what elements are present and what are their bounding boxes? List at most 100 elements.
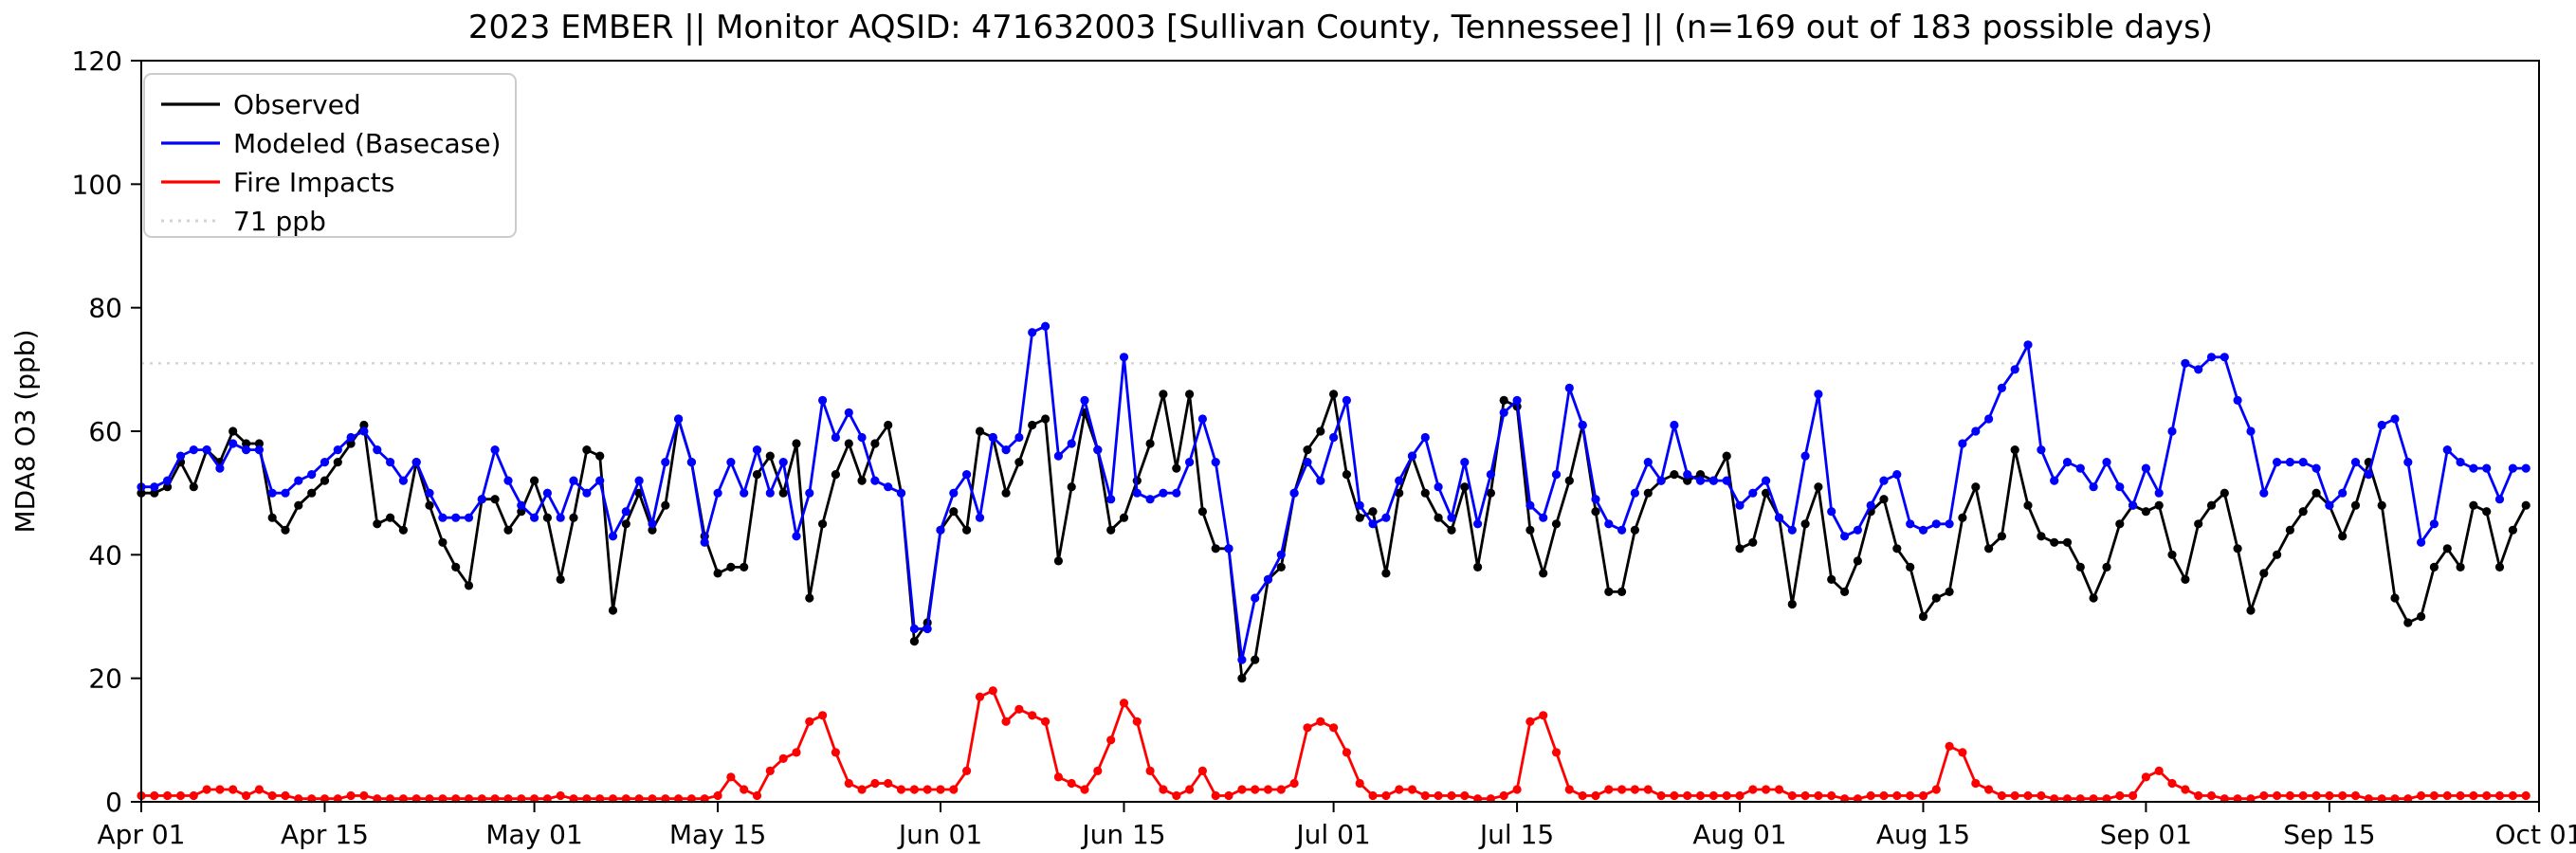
- data-point-fire-impacts: [1708, 790, 1718, 801]
- data-point-modeled-basecase: [1159, 488, 1168, 498]
- data-point-modeled-basecase: [1670, 420, 1679, 430]
- data-point-observed: [438, 537, 448, 547]
- data-point-observed: [294, 500, 303, 510]
- data-point-fire-impacts: [2259, 790, 2269, 801]
- data-point-observed: [2417, 611, 2426, 622]
- data-point-fire-impacts: [1132, 717, 1142, 726]
- series-layer: [137, 321, 2530, 804]
- data-point-fire-impacts: [1067, 778, 1076, 789]
- x-tick-label: Jun 15: [1080, 819, 1165, 850]
- data-point-modeled-basecase: [1447, 513, 1456, 522]
- data-point-fire-impacts: [1197, 766, 1207, 776]
- data-point-observed: [1539, 569, 1548, 578]
- data-point-observed: [1368, 507, 1378, 517]
- data-point-observed: [1172, 463, 1181, 473]
- legend-label-fire: Fire Impacts: [233, 167, 394, 198]
- data-point-fire-impacts: [1670, 790, 1679, 801]
- data-point-modeled-basecase: [1197, 414, 1207, 424]
- data-point-modeled-basecase: [2259, 488, 2269, 498]
- data-point-fire-impacts: [1041, 717, 1050, 726]
- data-point-observed: [2037, 532, 2046, 541]
- data-point-fire-impacts: [1434, 790, 1443, 801]
- data-point-observed: [503, 525, 513, 535]
- data-point-observed: [1918, 611, 1928, 622]
- x-tick-label: Aug 01: [1692, 819, 1786, 850]
- data-point-observed: [870, 439, 880, 448]
- data-point-modeled-basecase: [2075, 463, 2085, 473]
- data-point-observed: [884, 420, 893, 430]
- data-point-observed: [398, 525, 408, 535]
- data-point-modeled-basecase: [425, 488, 434, 498]
- data-point-observed: [1564, 476, 1574, 485]
- data-point-fire-impacts: [1172, 790, 1181, 801]
- data-point-observed: [2089, 593, 2098, 603]
- data-point-modeled-basecase: [2508, 463, 2517, 473]
- data-point-observed: [661, 500, 670, 510]
- data-point-observed: [1827, 574, 1836, 585]
- data-point-fire-impacts: [1748, 785, 1758, 794]
- data-point-modeled-basecase: [2037, 445, 2046, 455]
- data-point-modeled-basecase: [1512, 395, 1522, 405]
- data-point-fire-impacts: [805, 717, 814, 726]
- data-point-modeled-basecase: [333, 445, 342, 455]
- data-point-observed: [530, 476, 539, 485]
- data-point-fire-impacts: [2417, 790, 2426, 801]
- data-point-modeled-basecase: [1800, 451, 1810, 461]
- data-point-modeled-basecase: [2377, 420, 2386, 430]
- data-point-modeled-basecase: [1263, 574, 1273, 585]
- data-point-modeled-basecase: [1617, 525, 1627, 535]
- data-point-observed: [1159, 390, 1168, 399]
- data-point-modeled-basecase: [1251, 593, 1260, 603]
- data-point-modeled-basecase: [1119, 353, 1129, 362]
- data-point-observed: [1251, 655, 1260, 664]
- data-point-observed: [1342, 470, 1351, 480]
- data-point-observed: [2141, 507, 2150, 517]
- data-point-fire-impacts: [962, 766, 972, 776]
- data-point-fire-impacts: [2285, 790, 2294, 801]
- data-point-modeled-basecase: [542, 488, 553, 498]
- data-point-fire-impacts: [2128, 790, 2138, 801]
- data-point-fire-impacts: [1093, 766, 1103, 776]
- data-point-modeled-basecase: [2298, 458, 2308, 467]
- data-point-fire-impacts: [1159, 785, 1168, 794]
- data-point-modeled-basecase: [1224, 544, 1233, 554]
- data-point-modeled-basecase: [923, 624, 932, 634]
- y-axis-label: MDA8 O3 (ppb): [9, 329, 41, 533]
- data-point-fire-impacts: [740, 785, 749, 794]
- data-point-observed: [2298, 507, 2308, 517]
- data-point-modeled-basecase: [1132, 488, 1142, 498]
- data-point-fire-impacts: [988, 686, 997, 696]
- data-point-modeled-basecase: [1289, 488, 1299, 498]
- data-point-modeled-basecase: [1172, 488, 1181, 498]
- data-point-modeled-basecase: [909, 624, 920, 634]
- data-point-fire-impacts: [1526, 717, 1535, 726]
- data-point-modeled-basecase: [1604, 519, 1614, 529]
- data-point-modeled-basecase: [713, 488, 722, 498]
- data-point-fire-impacts: [909, 785, 920, 794]
- data-point-fire-impacts: [2469, 790, 2478, 801]
- data-point-modeled-basecase: [2285, 458, 2294, 467]
- data-point-modeled-basecase: [242, 445, 251, 455]
- data-point-observed: [1879, 495, 1889, 504]
- data-point-observed: [1892, 544, 1902, 554]
- data-point-fire-impacts: [2206, 790, 2217, 801]
- data-point-observed: [163, 482, 173, 492]
- data-point-observed: [1670, 470, 1679, 480]
- data-point-fire-impacts: [1014, 704, 1024, 714]
- data-point-fire-impacts: [1368, 790, 1378, 801]
- data-point-modeled-basecase: [1434, 482, 1443, 492]
- data-point-modeled-basecase: [1303, 458, 1312, 467]
- data-point-fire-impacts: [2037, 790, 2046, 801]
- data-point-fire-impacts: [1251, 785, 1260, 794]
- data-point-modeled-basecase: [1695, 476, 1706, 485]
- data-point-fire-impacts: [1617, 785, 1627, 794]
- x-tick-label: Jul 01: [1294, 819, 1370, 850]
- data-point-modeled-basecase: [936, 525, 945, 535]
- data-point-observed: [2181, 574, 2190, 585]
- data-point-fire-impacts: [1945, 741, 1954, 752]
- data-point-modeled-basecase: [2390, 414, 2400, 424]
- data-point-fire-impacts: [1578, 790, 1587, 801]
- data-point-modeled-basecase: [1722, 476, 1731, 485]
- data-point-modeled-basecase: [150, 482, 159, 492]
